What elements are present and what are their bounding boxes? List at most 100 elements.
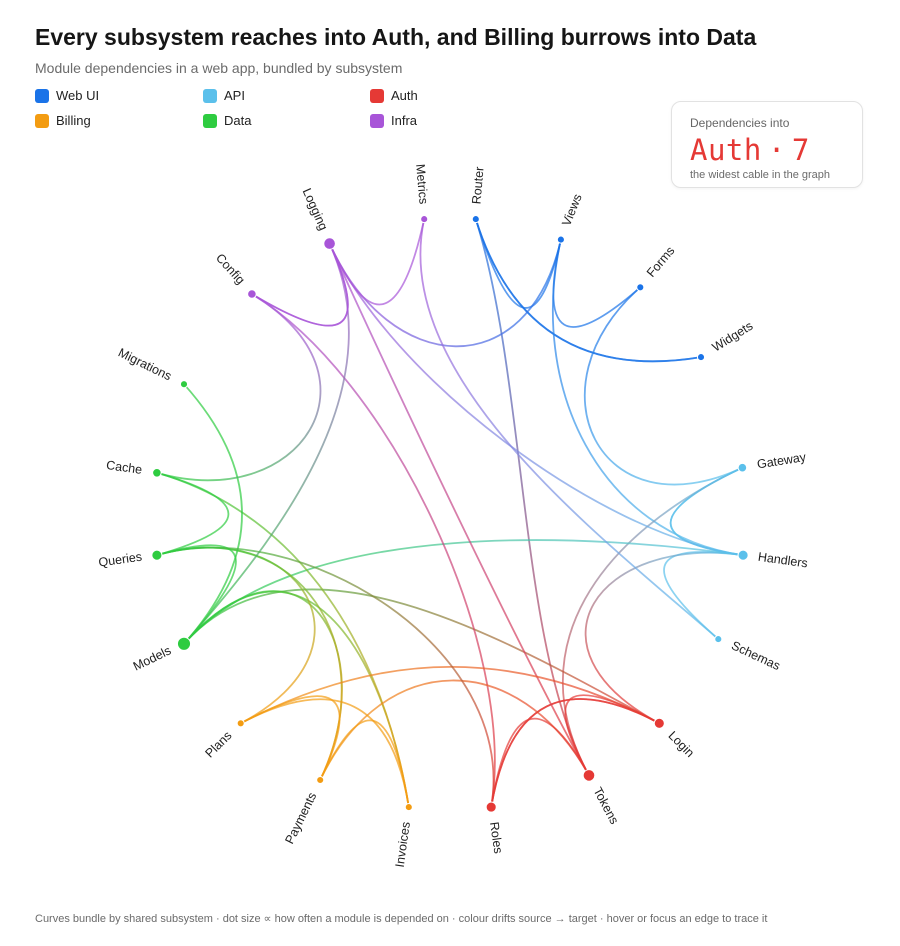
chart-subtitle: Module dependencies in a web app, bundle… xyxy=(35,60,403,76)
legend-label-web-ui: Web UI xyxy=(56,88,100,103)
node-label-login: Login xyxy=(665,728,697,760)
node-label-config: Config xyxy=(213,251,248,287)
callout-count: 7 xyxy=(791,133,810,167)
edge-config-to-logging[interactable] xyxy=(251,242,349,327)
callout-subsystem: Auth xyxy=(690,133,762,167)
edge-payments-to-invoices[interactable] xyxy=(319,719,410,808)
edge-metrics-to-schemas[interactable] xyxy=(419,218,720,640)
edge-gateway-to-tokens[interactable] xyxy=(562,466,744,777)
edge-plans-to-login[interactable] xyxy=(239,665,661,725)
node-invoices[interactable] xyxy=(404,803,413,812)
node-schemas[interactable] xyxy=(714,635,723,644)
edge-views-to-forms[interactable] xyxy=(552,238,642,328)
node-label-migrations: Migrations xyxy=(116,345,174,383)
node-label-router: Router xyxy=(469,166,486,205)
edge-payments-to-queries[interactable] xyxy=(156,546,343,781)
edge-models-to-logging[interactable] xyxy=(183,242,350,645)
node-label-payments: Payments xyxy=(282,790,319,846)
edge-tokens-to-roles[interactable] xyxy=(490,717,590,808)
node-logging[interactable] xyxy=(323,237,336,250)
edge-layer xyxy=(156,218,744,808)
edge-queries-to-roles[interactable] xyxy=(156,546,495,808)
node-cache[interactable] xyxy=(152,468,162,478)
node-label-widgets: Widgets xyxy=(710,319,756,355)
edge-views-to-logging[interactable] xyxy=(328,238,562,348)
edge-logging-to-config[interactable] xyxy=(251,242,349,327)
legend: Web UI Billing API Data Auth Infra xyxy=(35,88,455,138)
edge-handlers-to-login[interactable] xyxy=(584,551,744,725)
node-plans[interactable] xyxy=(236,719,245,728)
node-payments[interactable] xyxy=(316,775,325,785)
edge-metrics-to-logging[interactable] xyxy=(328,218,426,306)
node-models[interactable] xyxy=(176,636,192,651)
edge-invoices-to-plans[interactable] xyxy=(239,698,410,808)
legend-label-api: API xyxy=(224,88,245,103)
legend-swatch-web-ui xyxy=(35,88,49,103)
edge-handlers-to-logging[interactable] xyxy=(328,242,744,557)
edge-plans-to-queries[interactable] xyxy=(156,546,316,725)
edge-migrations-to-models[interactable] xyxy=(183,383,243,645)
legend-swatch-billing xyxy=(35,113,49,128)
legend-swatch-infra xyxy=(370,113,384,128)
node-label-gateway: Gateway xyxy=(756,450,808,472)
node-roles[interactable] xyxy=(485,801,497,813)
node-label-cache: Cache xyxy=(105,458,143,477)
node-widgets[interactable] xyxy=(696,353,706,362)
edge-login-to-tokens[interactable] xyxy=(564,694,661,777)
node-label-tokens: Tokens xyxy=(590,785,621,827)
footnote: Curves bundle by shared subsystem · dot … xyxy=(35,913,768,925)
edge-views-to-handlers[interactable] xyxy=(552,238,744,557)
node-gateway[interactable] xyxy=(737,462,748,473)
edge-roles-to-config[interactable] xyxy=(251,293,496,808)
node-label-plans: Plans xyxy=(203,728,235,760)
node-label-queries: Queries xyxy=(98,550,143,570)
node-label-models: Models xyxy=(131,643,173,673)
legend-swatch-auth xyxy=(370,88,384,103)
edge-roles-to-login[interactable] xyxy=(490,698,661,808)
callout-separator: · xyxy=(767,133,786,167)
node-metrics[interactable] xyxy=(420,215,429,224)
edge-payments-to-tokens[interactable] xyxy=(319,679,590,781)
node-migrations[interactable] xyxy=(179,380,189,389)
edge-config-to-cache[interactable] xyxy=(156,293,322,482)
auth-dependencies-callout: Dependencies into Auth · 7 the widest cabl… xyxy=(671,101,863,188)
node-label-handlers: Handlers xyxy=(757,550,808,571)
node-label-views: Views xyxy=(559,192,584,228)
node-tokens[interactable] xyxy=(582,769,596,782)
legend-label-data: Data xyxy=(224,113,252,128)
edge-plans-to-payments[interactable] xyxy=(239,695,341,781)
node-label-invoices: Invoices xyxy=(393,821,413,868)
edge-forms-to-gateway[interactable] xyxy=(584,286,744,486)
edge-invoices-to-cache[interactable] xyxy=(156,471,410,808)
node-login[interactable] xyxy=(653,717,665,729)
legend-swatch-api xyxy=(203,88,217,103)
node-handlers[interactable] xyxy=(737,549,749,561)
legend-item-web-ui: Web UI xyxy=(35,88,99,103)
node-queries[interactable] xyxy=(151,549,163,561)
node-label-logging: Logging xyxy=(300,186,331,232)
edge-router-to-tokens[interactable] xyxy=(474,218,590,777)
node-router[interactable] xyxy=(471,215,480,224)
chart-title: Every subsystem reaches into Auth, and B… xyxy=(35,24,757,50)
node-views[interactable] xyxy=(556,235,565,244)
legend-label-billing: Billing xyxy=(56,113,91,128)
legend-item-data: Data xyxy=(203,113,251,128)
legend-item-auth: Auth xyxy=(370,88,418,103)
edge-cache-to-queries[interactable] xyxy=(156,471,230,557)
node-layer: Router Views Forms Widgets Gateway Handlers Sc… xyxy=(98,163,809,868)
node-label-forms: Forms xyxy=(644,244,677,280)
edge-widgets-to-router[interactable] xyxy=(474,218,702,363)
legend-item-infra: Infra xyxy=(370,113,417,128)
callout-value: Auth · 7 xyxy=(690,133,862,167)
legend-label-infra: Infra xyxy=(391,113,418,128)
edge-login-to-models[interactable] xyxy=(183,588,661,725)
legend-item-api: API xyxy=(203,88,245,103)
callout-label: Dependencies into xyxy=(690,116,790,130)
node-config[interactable] xyxy=(247,289,257,299)
edge-tokens-to-logging[interactable] xyxy=(328,242,590,777)
node-forms[interactable] xyxy=(636,283,645,292)
node-label-roles: Roles xyxy=(487,821,505,855)
legend-swatch-data xyxy=(203,113,217,128)
legend-item-billing: Billing xyxy=(35,113,91,128)
